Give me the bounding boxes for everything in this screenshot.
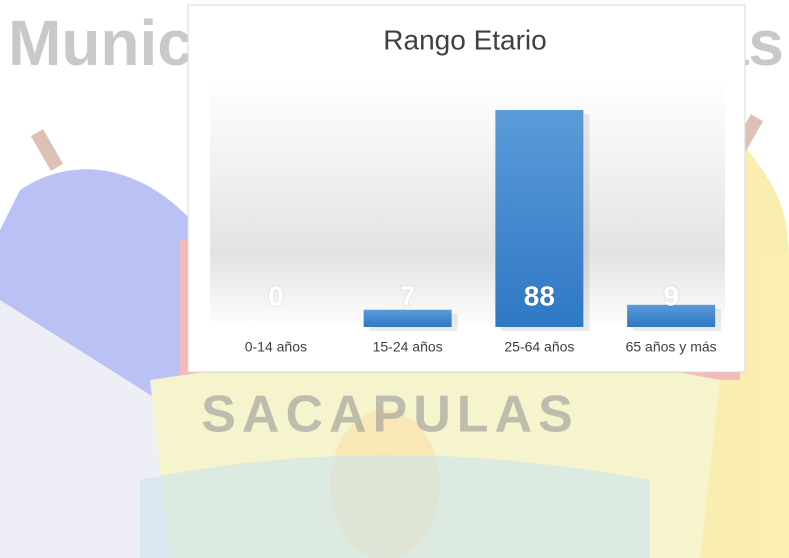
data-label: 88	[524, 280, 555, 311]
crest-text: SACAPULAS	[201, 386, 579, 444]
x-tick-label: 0-14 años	[245, 339, 307, 355]
x-tick-label: 25-64 años	[504, 339, 574, 355]
data-label: 9	[663, 280, 679, 311]
data-label: 0	[268, 280, 284, 311]
chart-title: Rango Etario	[383, 24, 546, 55]
x-tick-label: 65 años y más	[626, 339, 717, 355]
plot-area	[210, 80, 725, 330]
bar	[363, 309, 452, 327]
bar	[627, 304, 716, 327]
data-label: 7	[400, 280, 416, 311]
x-tick-label: 15-24 años	[373, 339, 443, 355]
bar	[495, 110, 584, 327]
background-heading: Munici	[8, 7, 211, 79]
chart: Rango Etario 0-14 años 0 15-24 años 7 25-64 …	[187, 4, 746, 373]
